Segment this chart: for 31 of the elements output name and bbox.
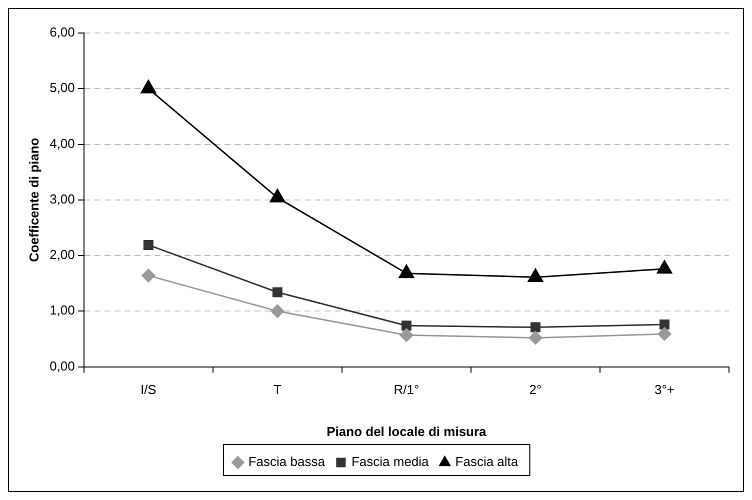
point [530,322,540,332]
legend-label: Fascia media [351,454,430,470]
point [142,268,156,282]
point [656,260,672,274]
point [272,287,282,298]
x-axis-title: Piano del locale di misura [326,424,488,439]
x-tick-label: R/1° [394,382,420,398]
y-tick-label: 1,00 [50,302,75,318]
point [658,327,672,341]
y-tick-label: 4,00 [50,136,75,151]
y-tick-label: 6,00 [50,24,75,40]
point [398,264,414,278]
y-tick-label: 5,00 [50,80,75,96]
legend-label: Fascia bassa [248,454,326,470]
point [140,80,156,94]
y-axis-title: Coefficente di piano [26,138,42,262]
point [270,188,286,202]
x-tick-label: 3°+ [654,382,675,398]
x-tick-label: T [273,382,282,398]
point [528,331,542,345]
point [400,328,414,342]
legend-label: Fascia alta [455,454,519,470]
y-tick-label: 3,00 [50,191,75,206]
point [143,240,154,250]
point [660,320,670,330]
x-tick-label: 2° [529,382,542,398]
point [401,320,412,331]
y-tick-label: 2,00 [50,247,75,262]
point [270,304,284,318]
x-tick-label: I/S [140,382,157,398]
y-tick-label: 0,00 [50,358,75,374]
